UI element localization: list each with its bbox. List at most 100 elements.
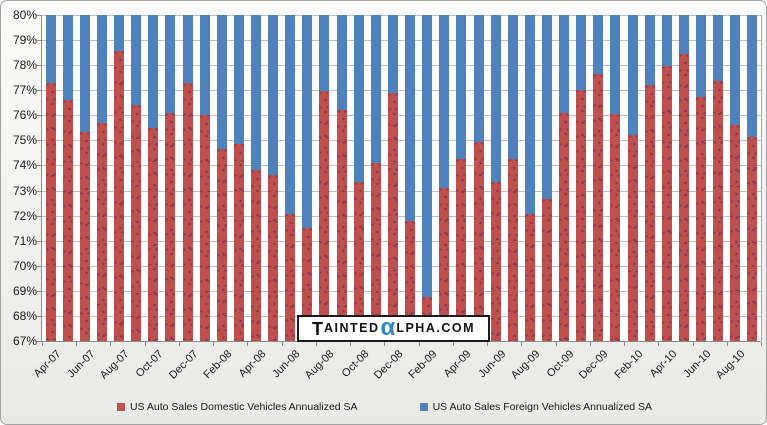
x-axis-label: Feb-10 [611, 348, 646, 382]
bar-segment-domestic [285, 214, 296, 341]
bar-segment-foreign [250, 15, 261, 171]
bar-segment-domestic [439, 188, 450, 341]
plot-area [42, 15, 761, 341]
y-axis-tick [37, 290, 42, 292]
bar-segment-domestic [490, 181, 501, 341]
x-axis-label: Aug-09 [508, 348, 543, 382]
watermark: T AINTED α LPHA.COM [297, 315, 490, 342]
bar-segment-foreign [610, 15, 621, 115]
bar-segment-foreign [319, 15, 330, 92]
bar-segment-foreign [644, 15, 655, 86]
x-axis-tick [144, 342, 146, 346]
legend-swatch-foreign-icon [419, 403, 428, 411]
y-axis-label: 71% [12, 233, 37, 248]
bar-segment-domestic [182, 82, 193, 341]
bar-segment-domestic [233, 144, 244, 341]
x-axis-label: Dec-09 [577, 348, 611, 382]
y-axis-tick [37, 90, 42, 92]
gridline [42, 190, 761, 192]
bar-segment-domestic [593, 73, 604, 341]
bar-segment-foreign [593, 15, 604, 74]
x-axis-label: Jun-08 [270, 348, 303, 381]
x-axis-tick [658, 342, 660, 346]
x-axis-tick [42, 342, 43, 346]
bar-segment-domestic [610, 114, 621, 341]
y-axis-tick [37, 165, 42, 167]
bar-segment-foreign [661, 15, 672, 67]
bar-segment-foreign [285, 15, 296, 215]
bar-segment-domestic [507, 159, 518, 341]
y-axis-label: 76% [12, 108, 37, 123]
y-axis-tick [37, 115, 42, 117]
x-axis-tick [624, 342, 626, 346]
y-axis-label: 78% [12, 58, 37, 73]
y-axis-tick [37, 140, 42, 142]
bar-segment-foreign [131, 15, 142, 106]
watermark-text: LPHA.COM [396, 321, 475, 336]
bar-segment-foreign [114, 15, 125, 52]
x-axis-tick [76, 342, 78, 346]
gridline [42, 90, 761, 92]
y-axis-label: 79% [12, 33, 37, 48]
bar-segment-foreign [524, 15, 535, 215]
bar-segment-foreign [627, 15, 638, 136]
bar-segment-foreign [302, 15, 313, 229]
x-axis-label: Apr-09 [442, 348, 474, 380]
legend-swatch-domestic-icon [116, 403, 125, 411]
gridline [42, 40, 761, 42]
bar-segment-domestic [302, 228, 313, 341]
y-axis-tick [37, 190, 42, 192]
bar-segment-domestic [524, 214, 535, 341]
bar-segment-foreign [387, 15, 398, 93]
y-axis-tick [37, 265, 42, 267]
x-axis-tick [418, 342, 420, 346]
gridline [42, 240, 761, 242]
x-axis-label: Feb-09 [406, 348, 440, 382]
x-axis-tick [555, 342, 557, 346]
bar-segment-domestic [696, 96, 707, 341]
gridline [42, 290, 761, 292]
gridline [42, 140, 761, 142]
bar-segment-domestic [268, 175, 279, 341]
x-axis-tick [692, 342, 694, 346]
bar-segment-foreign [96, 15, 107, 123]
x-axis-label: Jun-09 [475, 348, 509, 381]
y-axis-tick [37, 65, 42, 67]
y-axis-label: 67% [12, 334, 37, 348]
y-axis-label: 68% [12, 308, 37, 323]
x-axis-label: Apr-10 [647, 348, 680, 380]
bar-segment-domestic [336, 110, 347, 341]
x-axis-label: Dec-08 [371, 348, 406, 382]
watermark-alpha-icon: α [380, 313, 396, 341]
y-axis-label: 72% [12, 208, 37, 223]
bar-segment-foreign [165, 15, 176, 113]
bar-segment-foreign [490, 15, 501, 182]
bar-segment-domestic [45, 82, 56, 341]
legend-label-domestic: US Auto Sales Domestic Vehicles Annualiz… [129, 401, 358, 413]
bar-segment-foreign [370, 15, 381, 163]
bar-segment-domestic [96, 122, 107, 341]
bar-segment-foreign [353, 15, 364, 182]
legend-item-foreign: US Auto Sales Foreign Vehicles Annualize… [419, 401, 652, 413]
bar-segment-foreign [747, 15, 758, 137]
bar-segment-foreign [79, 15, 90, 132]
gridline [42, 65, 761, 67]
x-axis-label: Jun-10 [681, 348, 714, 381]
bar-segment-domestic [62, 100, 73, 341]
bar-segment-foreign [439, 15, 450, 189]
bar-segment-domestic [165, 112, 176, 341]
y-axis-label: 69% [12, 283, 37, 298]
bar-segment-foreign [62, 15, 73, 101]
y-axis-label: 77% [12, 83, 37, 98]
bar-segment-domestic [473, 141, 484, 341]
x-axis-label: Dec-07 [166, 348, 200, 382]
bar-segment-domestic [456, 159, 467, 341]
bar-segment-foreign [713, 15, 724, 82]
bar-segment-domestic [216, 149, 227, 341]
gridline [42, 265, 761, 267]
y-axis-label: 75% [12, 133, 37, 148]
bar-segment-domestic [405, 220, 416, 341]
x-axis-tick [315, 342, 317, 346]
bar-segment-domestic [199, 115, 210, 341]
